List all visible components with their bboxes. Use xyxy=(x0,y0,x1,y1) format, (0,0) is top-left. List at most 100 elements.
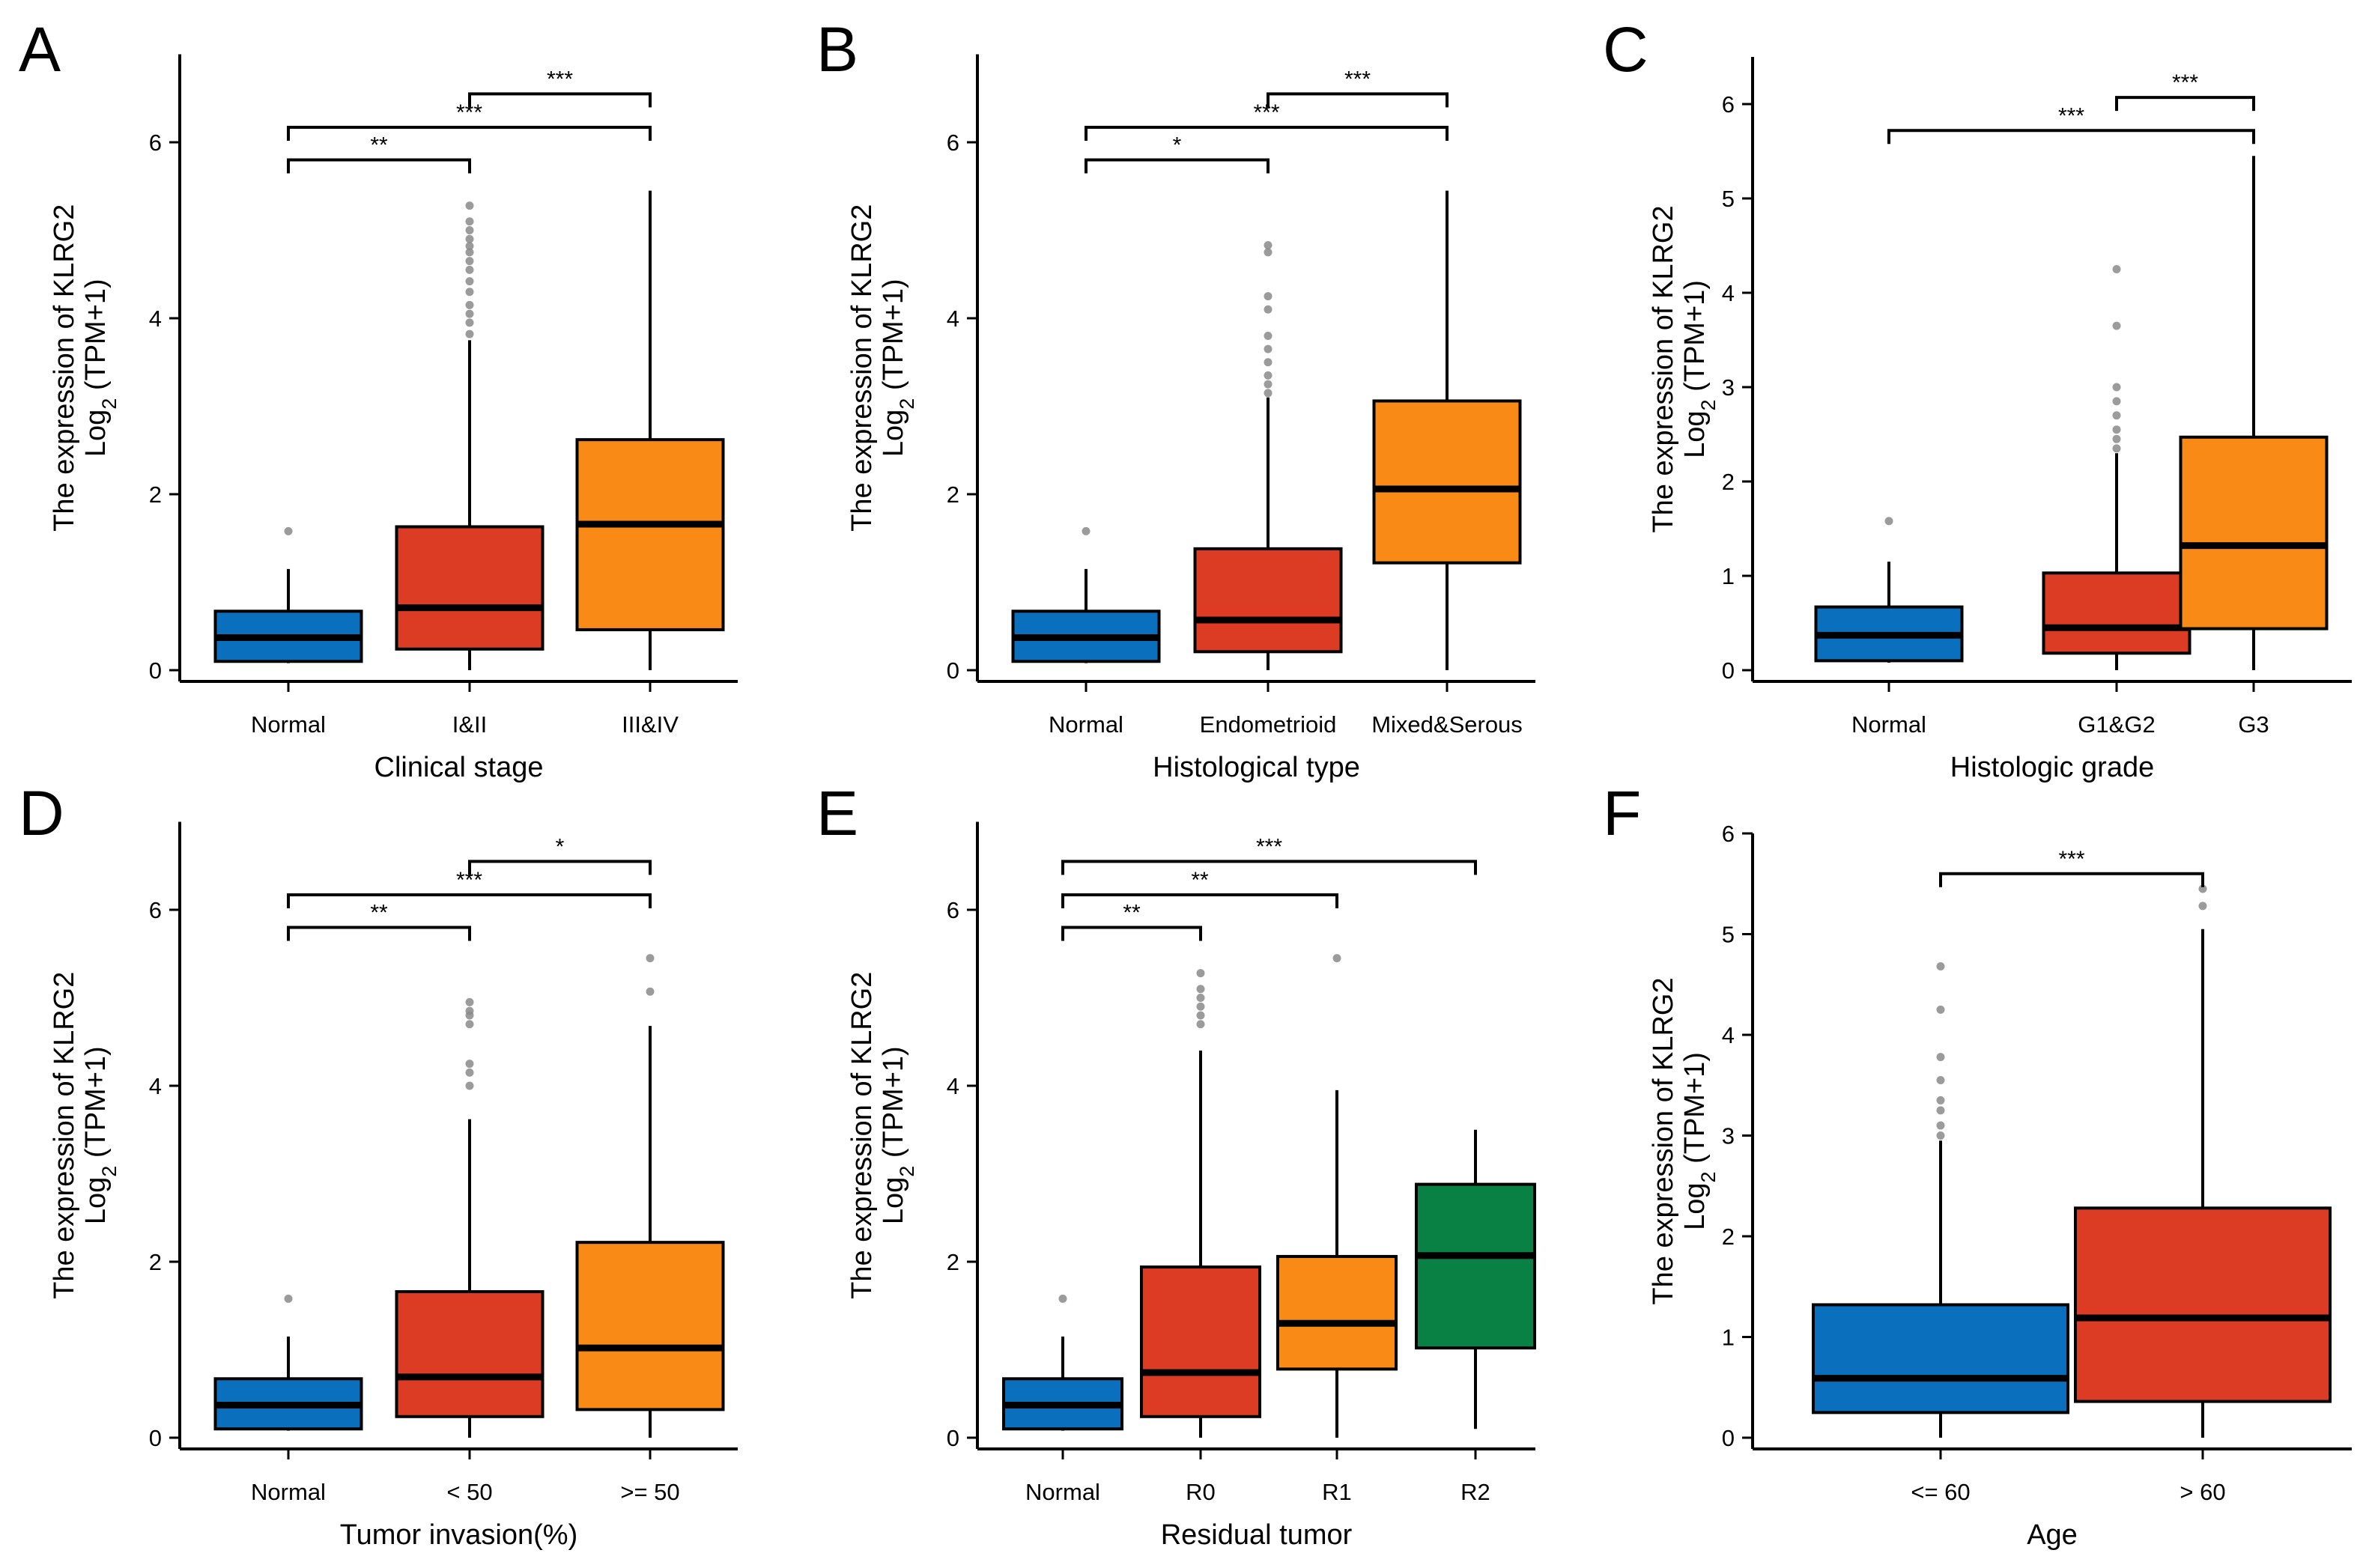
significance-bracket: ** xyxy=(1061,868,1338,909)
outlier-point xyxy=(1264,240,1273,249)
y-tick-label: 6 xyxy=(947,897,959,923)
panel-letter-D: D xyxy=(19,778,64,848)
outlier-point xyxy=(465,257,474,266)
outlier-point xyxy=(2112,411,2121,420)
bracket-line xyxy=(287,926,471,941)
outlier-point xyxy=(1936,962,1945,971)
x-tick-label: Endometrioid xyxy=(1200,711,1337,738)
y-tick-label: 4 xyxy=(1722,1022,1735,1048)
panel-A: A 0 2 4 6 Normal I&II III&IV Clinical stage The e… xyxy=(19,14,738,783)
outlier-point xyxy=(284,526,293,535)
box->= 50 xyxy=(575,954,725,1438)
y-axis-title-line2: Log2 (TPM+1) xyxy=(878,1046,918,1224)
outlier-point xyxy=(2112,434,2121,443)
significance-bracket: *** xyxy=(1887,103,2255,145)
box-iqr xyxy=(395,525,545,651)
y-axis-title-line2: Log2 (TPM+1) xyxy=(1679,1052,1720,1230)
x-tick-label: Normal xyxy=(251,711,326,738)
significance-label: *** xyxy=(2172,70,2198,95)
outlier-point xyxy=(2112,444,2121,453)
outlier-point xyxy=(1264,358,1273,367)
significance-bracket: *** xyxy=(468,67,652,108)
box-G3 xyxy=(2179,156,2329,670)
x-tick-label: < 50 xyxy=(446,1479,492,1505)
significance-label: * xyxy=(556,834,565,859)
box-iqr xyxy=(1193,547,1343,654)
box-iqr xyxy=(1372,399,1522,565)
significance-bracket: *** xyxy=(1267,67,1449,108)
y-tick-label: 4 xyxy=(947,1073,959,1099)
box-Endometrioid xyxy=(1193,240,1343,670)
significance-bracket: * xyxy=(1085,133,1270,174)
y-tick-label: 1 xyxy=(1722,563,1735,589)
panel-E: E 0 2 4 6 Normal R0 R1 R2 Residual tumor The expre… xyxy=(816,778,1536,1551)
box-iqr xyxy=(1276,1254,1398,1371)
significance-bracket: ** xyxy=(287,901,471,941)
significance-label: ** xyxy=(370,133,388,158)
outlier-point xyxy=(465,1068,474,1077)
box-Normal xyxy=(213,1294,363,1431)
box-Normal xyxy=(213,526,363,663)
y-tick-label: 3 xyxy=(1722,374,1735,401)
outlier-point xyxy=(465,1081,474,1090)
outlier-point xyxy=(646,954,655,963)
outlier-point xyxy=(1936,1131,1945,1140)
outlier-point xyxy=(465,997,474,1006)
outlier-point xyxy=(1196,1002,1205,1011)
box-<= 60 xyxy=(1812,962,2069,1438)
x-tick-label: Normal xyxy=(1851,711,1926,738)
box-Normal xyxy=(1011,526,1161,663)
y-axis-title-line2: Log2 (TPM+1) xyxy=(1679,280,1720,458)
outlier-point xyxy=(465,242,474,251)
outlier-point xyxy=(646,987,655,996)
outlier-point xyxy=(1264,380,1273,389)
x-tick-label: Mixed&Serous xyxy=(1371,711,1523,738)
outlier-point xyxy=(1936,1076,1945,1085)
panel-letter-C: C xyxy=(1603,14,1648,85)
significance-label: ** xyxy=(370,901,388,926)
outlier-point xyxy=(1936,1096,1945,1104)
box-> 60 xyxy=(2074,884,2332,1438)
x-tick-label: R0 xyxy=(1186,1479,1216,1505)
y-axis-title-line1: The expression of KLRG2 xyxy=(1648,205,1679,532)
outlier-point xyxy=(1196,994,1205,1002)
box-Normal xyxy=(1814,517,1964,663)
y-axis-title-line1: The expression of KLRG2 xyxy=(49,972,80,1299)
outlier-point xyxy=(465,309,474,318)
outlier-point xyxy=(465,248,474,257)
y-axis-title-line1: The expression of KLRG2 xyxy=(846,972,878,1299)
panel-D: D 0 2 4 6 Normal < 50 >= 50 Tumor invasion(%) The… xyxy=(19,778,738,1551)
significance-bracket: *** xyxy=(2115,70,2255,112)
outlier-point xyxy=(465,226,474,234)
box-I&II xyxy=(395,201,545,670)
outlier-point xyxy=(2112,265,2121,273)
x-axis-title: Histologic grade xyxy=(1950,752,2154,783)
outlier-point xyxy=(2112,383,2121,392)
significance-label: * xyxy=(1173,133,1182,158)
y-tick-label: 4 xyxy=(149,306,162,332)
outlier-point xyxy=(1936,1053,1945,1062)
outlier-point xyxy=(465,217,474,226)
outlier-point xyxy=(1332,954,1341,963)
outlier-point xyxy=(1058,1294,1067,1303)
x-axis-title: Clinical stage xyxy=(374,752,544,783)
box-R0 xyxy=(1140,969,1261,1438)
outlier-point xyxy=(465,1006,474,1015)
box-iqr xyxy=(2042,571,2191,655)
outlier-point xyxy=(465,1020,474,1029)
bracket-line xyxy=(1085,158,1270,174)
x-tick-label: G1&G2 xyxy=(2078,711,2155,738)
outlier-point xyxy=(1196,969,1205,978)
y-tick-label: 6 xyxy=(947,130,959,156)
y-tick-label: 6 xyxy=(149,130,162,156)
significance-bracket: *** xyxy=(1939,847,2204,887)
y-tick-label: 2 xyxy=(149,481,162,508)
y-tick-label: 4 xyxy=(1722,280,1735,306)
box-G1&G2 xyxy=(2042,265,2191,670)
outlier-point xyxy=(465,329,474,338)
bracket-line xyxy=(287,158,471,174)
y-axis-title-line2: Log2 (TPM+1) xyxy=(878,279,918,457)
y-tick-label: 4 xyxy=(947,306,959,332)
outlier-point xyxy=(1196,985,1205,994)
outlier-point xyxy=(465,265,474,274)
